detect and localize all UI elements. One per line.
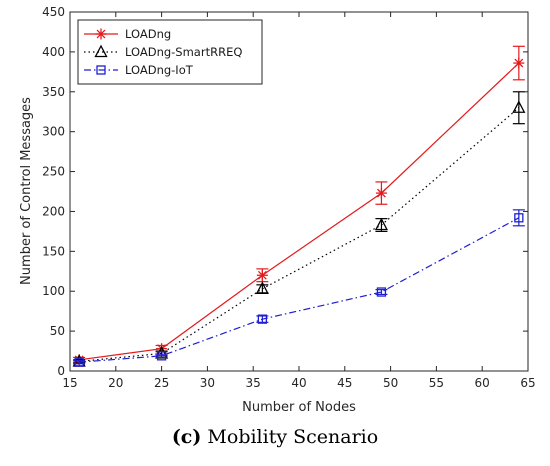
legend-box: [77, 19, 263, 85]
x-tick-label: 50: [383, 376, 398, 390]
legend-item-1: LOADng-SmartRREQ: [84, 44, 242, 59]
series-0: [73, 45, 525, 366]
legend-label-1: LOADng-SmartRREQ: [125, 45, 242, 59]
data-point-1-3: [374, 217, 389, 231]
series-2: [73, 209, 525, 367]
legend-marker-1: [94, 44, 108, 58]
y-tick-label: 100: [42, 284, 65, 298]
y-tick-label: 250: [42, 165, 65, 179]
chart: 15 20 25 30 35 40 45 50 55 60 65 0 50 100 150 200 250 300…: [19, 5, 536, 415]
data-point-0-3: [375, 187, 387, 199]
y-tick-label: 50: [50, 324, 65, 338]
data-point-2-3: [376, 287, 387, 297]
data-point-1-2: [255, 281, 269, 294]
x-tick-label: 35: [246, 376, 261, 390]
data-point-2-4: [514, 213, 524, 223]
legend-item-0: LOADng: [84, 27, 171, 41]
x-axis-label: Number of Nodes: [242, 400, 356, 415]
caption-letter: (c): [171, 426, 202, 448]
legend: LOADng LOADng-SmartRREQ LOADng-IoT: [77, 19, 263, 85]
x-tick-label: 15: [62, 376, 77, 390]
data-point-0-4: [513, 57, 525, 69]
x-tick-label: 30: [200, 376, 215, 390]
y-tick-label: 450: [42, 5, 65, 19]
data-point-2-0: [74, 357, 84, 367]
y-tick-label: 350: [42, 85, 65, 99]
x-tick-label: 65: [520, 376, 535, 390]
y-tick-label: 300: [42, 125, 65, 139]
x-tick-label: 20: [108, 376, 123, 390]
x-tick-label: 60: [475, 376, 490, 390]
error-bar-1-4: [512, 91, 525, 125]
legend-label-0: LOADng: [125, 27, 171, 41]
legend-marker-2: [96, 65, 106, 75]
y-tick-label: 150: [42, 244, 65, 258]
y-tick-label: 400: [42, 45, 65, 59]
x-tick-label: 40: [291, 376, 306, 390]
y-tick-label: 200: [42, 204, 65, 218]
x-tick-label: 45: [337, 376, 352, 390]
caption-text: Mobility Scenario: [207, 426, 379, 448]
figure-caption: (c) Mobility Scenario: [0, 426, 550, 448]
y-tick-label: 0: [57, 364, 65, 378]
data-point-2-2: [257, 314, 268, 324]
data-point-0-2: [256, 269, 268, 281]
legend-item-2: LOADng-IoT: [84, 63, 194, 77]
error-bar-2-4: [512, 209, 525, 227]
data-point-1-4: [512, 100, 526, 113]
y-axis-label: Number of Control Messages: [19, 97, 34, 285]
legend-marker-0: [95, 28, 107, 40]
legend-label-2: LOADng-IoT: [125, 63, 194, 77]
x-tick-label: 55: [429, 376, 444, 390]
x-tick-label: 25: [154, 376, 169, 390]
data-point-2-1: [156, 351, 167, 361]
